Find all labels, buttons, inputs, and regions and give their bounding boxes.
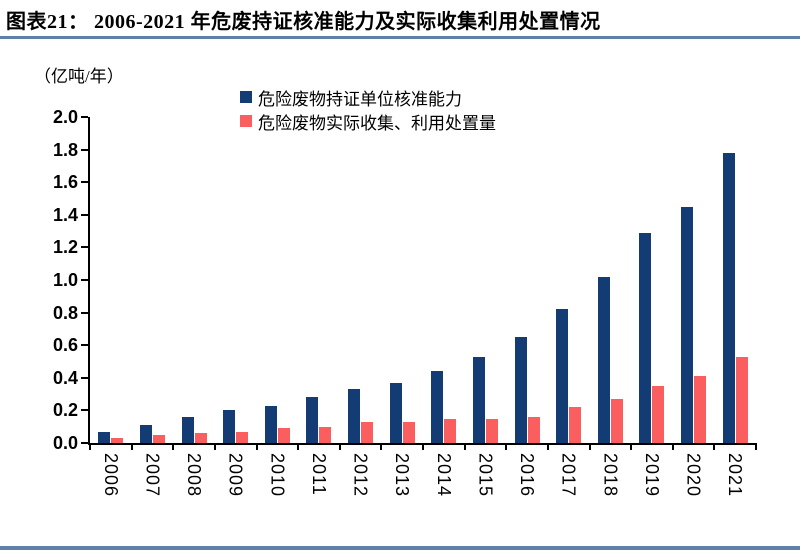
bar-approved-capacity-2017	[556, 309, 569, 443]
x-axis-label-2012: 2012	[350, 453, 371, 498]
legend-item-actual-disposal: 危险废物实际收集、利用处置量	[240, 109, 496, 133]
y-axis-tick-label: 0.8	[52, 302, 78, 323]
bar-actual-disposal-2014	[444, 418, 457, 443]
y-axis-tick-label: 0.6	[52, 335, 78, 356]
x-axis-tick	[338, 443, 341, 450]
x-axis-label-2010: 2010	[267, 453, 288, 498]
y-axis-tick	[81, 279, 88, 281]
x-axis-label-2014: 2014	[433, 453, 454, 498]
x-axis-tick	[380, 443, 383, 450]
y-axis-tick	[81, 116, 88, 118]
bar-actual-disposal-2006	[111, 438, 124, 443]
x-axis-label-2015: 2015	[475, 453, 496, 498]
bar-actual-disposal-2017	[569, 407, 582, 443]
y-axis-tick-label: 2.0	[52, 107, 78, 127]
bar-approved-capacity-2010	[264, 405, 277, 443]
bar-approved-capacity-2020	[681, 206, 694, 443]
figure-title: 图表21： 2006-2021 年危废持证核准能力及实际收集利用处置情况	[6, 11, 601, 33]
bar-approved-capacity-2021	[722, 152, 735, 443]
y-axis-tick-label: 0.4	[52, 367, 78, 388]
y-axis-unit-label: （亿吨/年）	[34, 67, 124, 86]
y-axis-tick-label: 1.4	[52, 204, 78, 225]
bar-approved-capacity-2015	[472, 356, 485, 443]
bar-approved-capacity-2007	[139, 425, 152, 443]
bar-actual-disposal-2021	[735, 356, 748, 443]
x-axis-label-2018: 2018	[600, 453, 621, 498]
bar-approved-capacity-2016	[514, 337, 527, 443]
bar-actual-disposal-2020	[694, 376, 707, 443]
y-axis-tick-label: 1.8	[52, 139, 78, 160]
bar-actual-disposal-2007	[152, 434, 165, 443]
x-axis-tick	[755, 443, 757, 450]
bar-approved-capacity-2008	[181, 416, 194, 443]
bar-approved-capacity-2019	[639, 232, 652, 443]
x-axis-tick	[546, 443, 549, 450]
x-axis-tick	[463, 443, 466, 450]
x-axis-tick	[671, 443, 674, 450]
bar-actual-disposal-2011	[319, 426, 332, 443]
y-axis-tick-label: 0.2	[52, 400, 78, 421]
x-axis-label-2013: 2013	[392, 453, 413, 498]
bar-approved-capacity-2009	[223, 410, 236, 443]
legend-label-approved-capacity: 危险废物持证单位核准能力	[258, 89, 462, 109]
bar-approved-capacity-2018	[597, 276, 610, 443]
legend-item-approved-capacity: 危险废物持证单位核准能力	[240, 85, 496, 109]
bar-approved-capacity-2014	[431, 371, 444, 443]
legend-label-actual-disposal: 危险废物实际收集、利用处置量	[258, 113, 496, 133]
x-axis-tick	[422, 443, 424, 450]
y-axis-tick-label: 1.2	[52, 237, 78, 258]
x-axis-tick	[172, 443, 175, 450]
x-axis-tick	[588, 443, 591, 450]
plot-area: 0.0 0.2 0.4 0.6 0.8 1.0 1.2 1.4 1.6 1.8 2.0 2006 200…	[53, 107, 757, 497]
x-axis-tick	[713, 443, 716, 450]
bar-approved-capacity-2012	[348, 389, 361, 443]
y-axis-tick	[81, 442, 88, 444]
legend-swatch-actual-disposal	[240, 115, 252, 127]
x-axis-label-2009: 2009	[225, 453, 246, 498]
title-divider	[0, 36, 800, 39]
x-axis-tick	[505, 443, 508, 450]
bar-actual-disposal-2009	[236, 431, 249, 443]
legend-swatch-approved-capacity	[240, 91, 252, 103]
x-axis-label-2008: 2008	[184, 453, 205, 498]
x-axis-tick	[130, 443, 133, 450]
x-axis-label-2016: 2016	[517, 453, 538, 498]
x-axis-label-2007: 2007	[142, 453, 163, 498]
y-axis-tick-label: 1.6	[52, 172, 78, 193]
bar-actual-disposal-2019	[652, 385, 665, 443]
bar-actual-disposal-2010	[277, 428, 290, 443]
x-axis-label-2019: 2019	[641, 453, 662, 498]
y-axis-tick	[81, 246, 88, 249]
bar-actual-disposal-2016	[527, 416, 540, 443]
y-axis-tick	[81, 344, 88, 347]
y-axis-tick	[81, 148, 88, 151]
x-axis-label-2020: 2020	[683, 453, 704, 498]
chart-legend: 危险废物持证单位核准能力 危险废物实际收集、利用处置量	[240, 85, 496, 133]
x-axis-tick	[297, 443, 300, 450]
y-axis-tick	[81, 181, 88, 184]
x-axis-tick	[213, 443, 216, 450]
x-axis-tick	[255, 443, 258, 450]
bar-actual-disposal-2008	[194, 433, 207, 443]
y-axis-tick	[81, 409, 88, 412]
y-axis-tick	[81, 376, 88, 379]
bar-approved-capacity-2013	[389, 382, 402, 443]
y-axis-tick	[81, 311, 88, 314]
y-axis-tick	[81, 213, 88, 216]
x-axis-label-2021: 2021	[725, 453, 746, 498]
bottom-divider	[0, 546, 800, 550]
bar-actual-disposal-2018	[610, 399, 623, 443]
bar-approved-capacity-2006	[98, 431, 111, 443]
x-axis-label-2006: 2006	[100, 453, 121, 498]
y-axis-tick-label: 0.0	[52, 433, 78, 453]
bar-actual-disposal-2015	[485, 418, 498, 443]
bar-actual-disposal-2012	[361, 421, 374, 443]
x-axis-tick	[630, 443, 633, 450]
y-axis-tick-label: 1.0	[52, 270, 78, 290]
x-axis-label-2017: 2017	[558, 453, 579, 498]
x-axis-label-2011: 2011	[308, 453, 329, 496]
bar-approved-capacity-2011	[306, 397, 319, 443]
x-axis-tick	[89, 443, 91, 450]
bar-actual-disposal-2013	[402, 421, 415, 443]
